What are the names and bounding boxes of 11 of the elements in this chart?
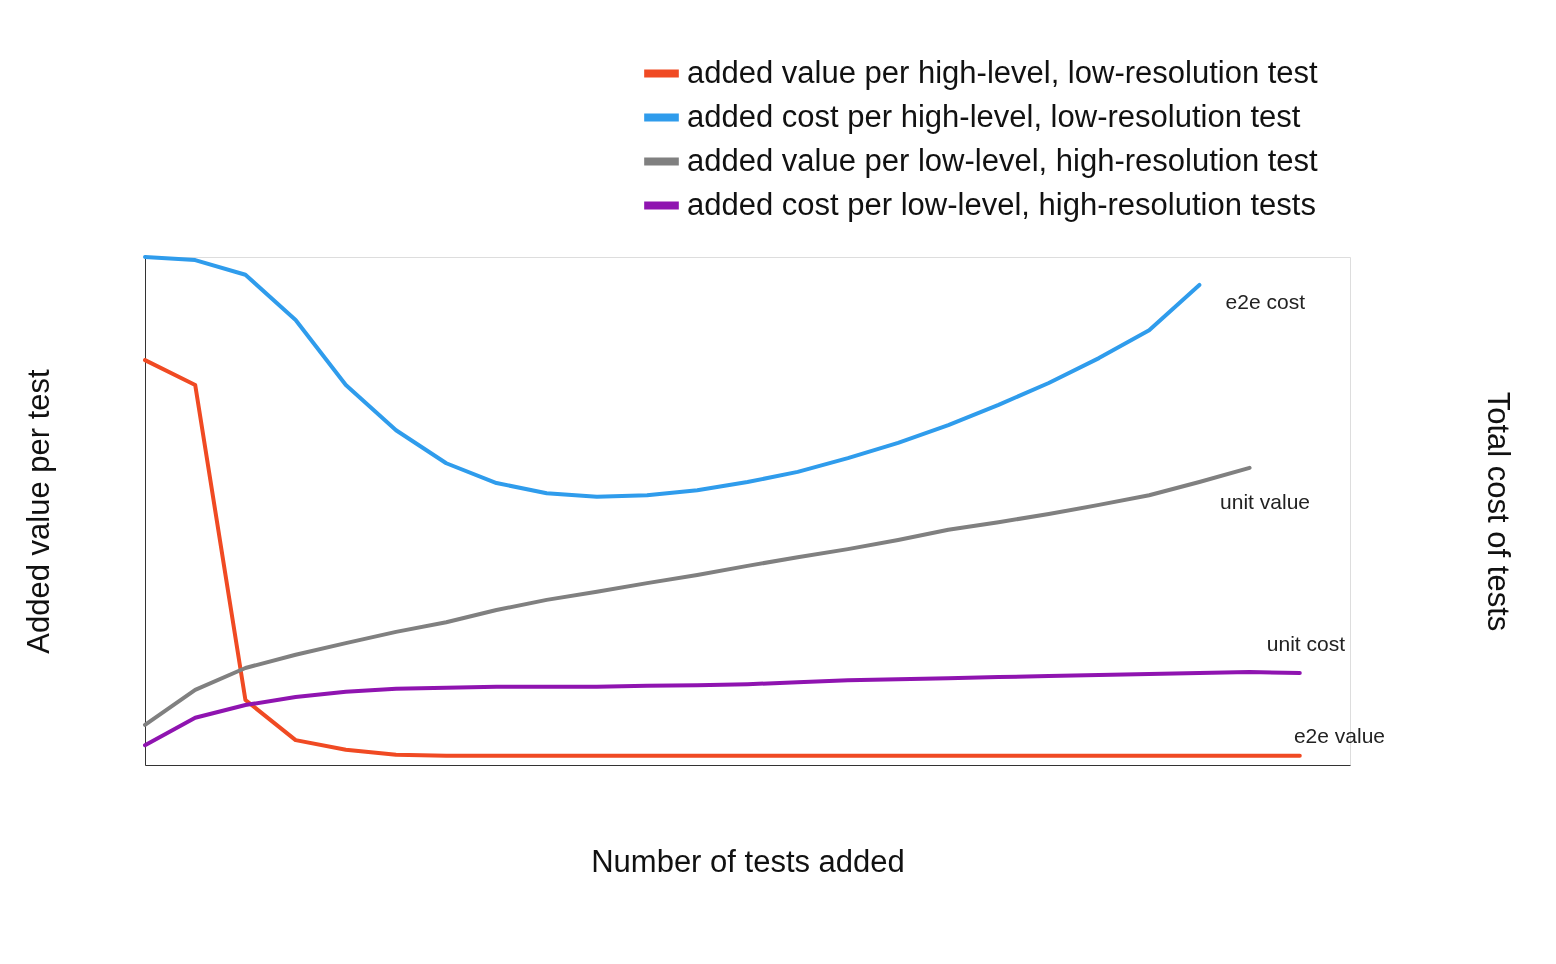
annotation: unit cost <box>1266 632 1346 655</box>
y-axis-title: Added value per test <box>20 368 56 654</box>
legend-label: added value per high-level, low-resolution test <box>687 54 1319 90</box>
legend-label: added cost per low-level, high-resolution tests <box>687 186 1316 222</box>
annotation: e2e cost <box>1225 290 1306 313</box>
legend-label: added cost per high-level, low-resolution test <box>687 98 1301 134</box>
x-axis-title: Number of tests added <box>591 843 905 879</box>
y2-axis-title: Total cost of tests <box>1480 391 1516 632</box>
annotation: unit value <box>1220 490 1310 513</box>
legend-label: added value per low-level, high-resolution test <box>687 142 1319 178</box>
annotation: e2e value <box>1293 724 1385 747</box>
